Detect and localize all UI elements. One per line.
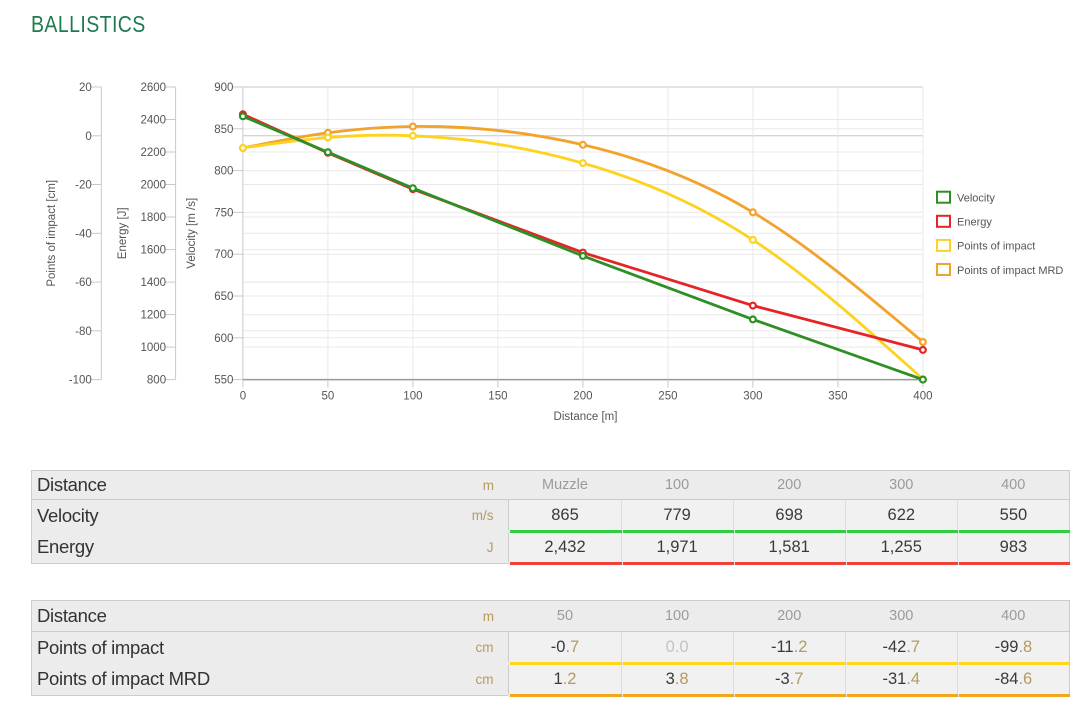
svg-text:650: 650 — [214, 291, 233, 303]
svg-text:2200: 2200 — [141, 147, 167, 159]
svg-text:150: 150 — [488, 391, 507, 403]
svg-text:350: 350 — [828, 391, 847, 403]
svg-text:400: 400 — [913, 391, 932, 403]
svg-text:-100: -100 — [69, 375, 92, 387]
svg-text:Points of impact: Points of impact — [957, 241, 1035, 253]
svg-text:1000: 1000 — [141, 342, 167, 354]
svg-text:Points of impact [cm]: Points of impact [cm] — [46, 180, 58, 287]
svg-text:2400: 2400 — [141, 115, 167, 127]
svg-text:Velocity: Velocity — [957, 193, 995, 205]
svg-text:800: 800 — [147, 375, 166, 387]
svg-text:Energy: Energy — [957, 217, 992, 229]
svg-text:300: 300 — [743, 391, 762, 403]
svg-text:750: 750 — [214, 207, 233, 219]
svg-text:0: 0 — [240, 391, 246, 403]
svg-text:Distance [m]: Distance [m] — [554, 411, 618, 423]
svg-text:20: 20 — [79, 82, 92, 94]
svg-text:600: 600 — [214, 333, 233, 345]
svg-text:250: 250 — [658, 391, 677, 403]
svg-text:100: 100 — [403, 391, 422, 403]
svg-text:1400: 1400 — [141, 277, 167, 289]
svg-text:50: 50 — [322, 391, 335, 403]
svg-text:-20: -20 — [75, 180, 92, 192]
svg-text:0: 0 — [85, 131, 91, 143]
svg-text:900: 900 — [214, 82, 233, 94]
svg-text:700: 700 — [214, 249, 233, 261]
svg-text:Velocity [m /s]: Velocity [m /s] — [186, 198, 198, 269]
svg-text:Points of impact MRD: Points of impact MRD — [957, 265, 1063, 277]
svg-text:-40: -40 — [75, 228, 92, 240]
svg-text:800: 800 — [214, 166, 233, 178]
svg-text:200: 200 — [573, 391, 592, 403]
svg-text:1800: 1800 — [141, 212, 167, 224]
svg-text:850: 850 — [214, 124, 233, 136]
svg-text:1200: 1200 — [141, 310, 167, 322]
svg-text:550: 550 — [214, 375, 233, 387]
svg-text:Energy [J]: Energy [J] — [117, 207, 129, 259]
svg-text:-60: -60 — [75, 277, 92, 289]
svg-text:2600: 2600 — [141, 82, 167, 94]
svg-text:2000: 2000 — [141, 180, 167, 192]
svg-text:1600: 1600 — [141, 245, 167, 257]
svg-text:-80: -80 — [75, 326, 92, 338]
